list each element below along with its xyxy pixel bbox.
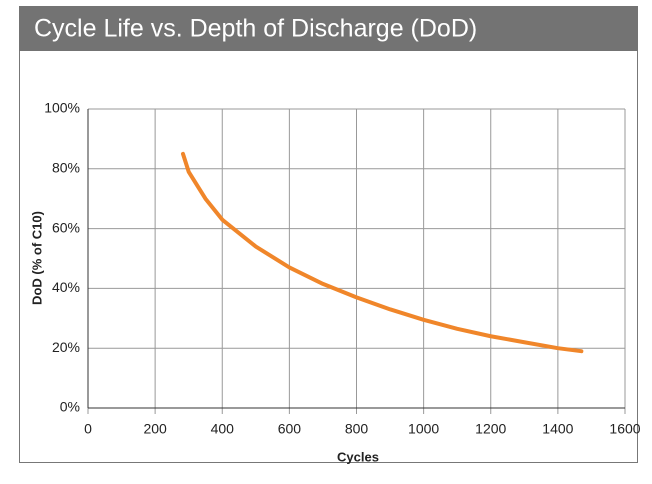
x-tick-label: 1000	[408, 421, 439, 437]
line	[180, 151, 584, 354]
y-tick-label: 0%	[60, 399, 80, 415]
y-tick-label: 20%	[52, 339, 80, 355]
y-tick-label: 100%	[44, 100, 80, 116]
x-tick-label: 600	[278, 421, 302, 437]
panel	[19, 6, 638, 463]
y-axis-label: DoD (% of C10)	[29, 211, 44, 305]
x-tick-label: 200	[143, 421, 167, 437]
x-tick-label: 800	[345, 421, 369, 437]
y-tick-label: 60%	[52, 219, 80, 235]
x-tick-label: 1200	[475, 421, 506, 437]
y-tick-label: 80%	[52, 160, 80, 176]
y-tick-label: 40%	[52, 279, 80, 295]
header	[19, 6, 638, 51]
x-tick-label: 1600	[609, 421, 640, 437]
x-tick-label: 400	[211, 421, 235, 437]
x-axis-label: Cycles	[337, 449, 379, 464]
x-tick-label: 1400	[542, 421, 573, 437]
chart-title: Cycle Life vs. Depth of Discharge (DoD)	[34, 15, 477, 43]
x-tick-label: 0	[84, 421, 92, 437]
